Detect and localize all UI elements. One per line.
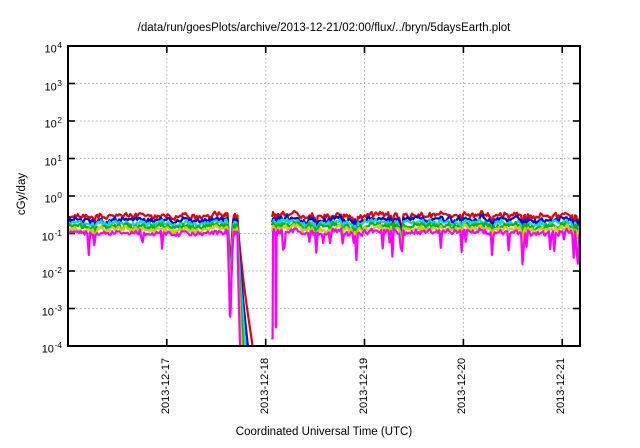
y-tick-label: 102 [44, 115, 62, 131]
y-tick-label: 101 [44, 153, 62, 169]
y-tick-label: 104 [44, 40, 62, 56]
series-line-red [67, 210, 254, 347]
y-tick-label: 10-1 [41, 228, 62, 244]
y-tick-label: 10-2 [41, 265, 62, 281]
x-tick-label: 2013-12-21 [555, 357, 567, 415]
plot-title: /data/run/goesPlots/archive/2013-12-21/0… [137, 22, 511, 34]
y-tick-label: 10-4 [41, 340, 62, 356]
x-tick-label: 2013-12-18 [259, 357, 271, 415]
x-tick-label: 2013-12-17 [160, 357, 172, 415]
y-tick-label: 103 [44, 78, 62, 94]
gridlines [68, 46, 580, 346]
y-tick-label: 100 [44, 190, 62, 206]
series-line-blue [271, 213, 581, 237]
series-line-magenta [271, 227, 581, 340]
x-axis-label: Coordinated Universal Time (UTC) [235, 426, 413, 438]
plot-border [67, 45, 581, 347]
series-line-red [271, 209, 581, 235]
series-line-magenta [67, 228, 242, 347]
x-tick-label: 2013-12-20 [456, 357, 468, 415]
series-line-yellow [271, 223, 581, 249]
y-tick-label: 10-3 [41, 303, 62, 319]
x-tick-label: 2013-12-19 [358, 357, 370, 415]
